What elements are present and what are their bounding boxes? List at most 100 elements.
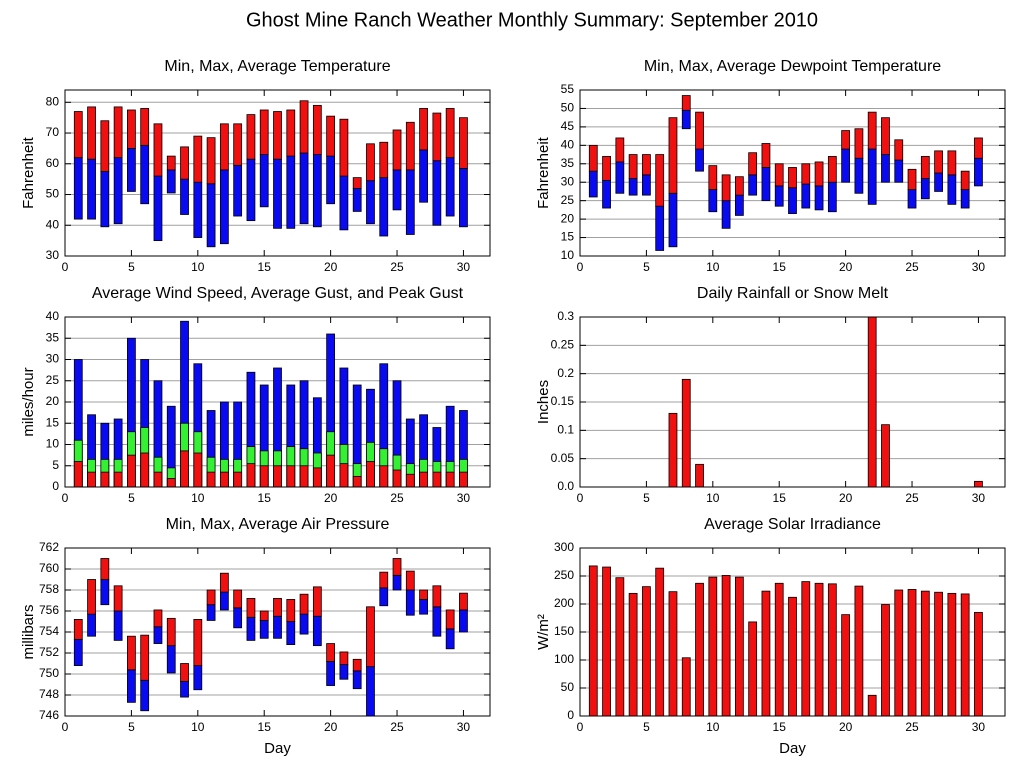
high-bar	[405, 121, 415, 171]
high-bar	[774, 163, 784, 187]
low-bar	[219, 169, 229, 245]
high-bar	[127, 109, 136, 149]
panel-title: Min, Max, Average Air Pressure	[166, 516, 390, 533]
bar	[432, 471, 442, 488]
y-axis-label: W/m²	[535, 614, 552, 650]
panel: Average Wind Speed, Average Gust, and Pe…	[20, 285, 491, 505]
low-bar	[708, 189, 718, 213]
bar	[445, 471, 455, 488]
low-bar	[920, 178, 930, 200]
low-bar	[392, 169, 402, 211]
high-bar	[681, 95, 691, 111]
x-tick-label: 25	[905, 491, 919, 505]
y-tick-label: 0.1	[557, 423, 574, 437]
y-tick-label: 45	[561, 119, 575, 133]
low-bar	[113, 157, 123, 225]
bar	[801, 581, 811, 717]
low-bar	[934, 172, 943, 192]
high-bar	[405, 570, 415, 591]
high-bar	[219, 123, 229, 171]
bar	[881, 424, 890, 488]
bar	[339, 463, 349, 488]
bar	[708, 576, 718, 717]
y-axis-label: Inches	[535, 380, 552, 424]
high-bar	[113, 585, 123, 612]
bar	[695, 463, 704, 488]
low-bar	[166, 169, 176, 194]
x-tick-label: 0	[577, 491, 584, 505]
bar	[193, 452, 203, 488]
low-bar	[405, 169, 415, 235]
high-bar	[299, 100, 309, 154]
panel-title: Min, Max, Average Dewpoint Temperature	[644, 58, 941, 75]
high-bar	[140, 634, 150, 681]
y-tick-label: 50	[46, 187, 60, 201]
bar	[273, 465, 282, 488]
bar	[814, 582, 824, 717]
high-bar	[233, 589, 243, 609]
x-tick-label: 20	[324, 720, 338, 734]
low-bar	[947, 174, 957, 205]
high-bar	[907, 168, 917, 191]
x-tick-label: 10	[706, 491, 720, 505]
x-tick-label: 0	[62, 491, 69, 505]
plot-frame	[64, 316, 491, 488]
x-tick-label: 25	[390, 491, 404, 505]
high-bar	[153, 609, 163, 628]
bar	[602, 566, 611, 717]
high-bar	[166, 155, 176, 171]
low-bar	[233, 164, 243, 217]
low-bar	[907, 189, 917, 209]
low-bar	[259, 154, 269, 208]
low-bar	[286, 621, 296, 646]
bar	[788, 596, 797, 717]
low-bar	[445, 628, 455, 650]
x-tick-label: 5	[128, 260, 135, 274]
bar	[206, 471, 216, 488]
high-bar	[166, 617, 176, 647]
low-bar	[73, 157, 83, 220]
bar	[695, 582, 704, 717]
bar	[379, 465, 389, 488]
high-bar	[392, 129, 402, 171]
y-tick-label: 0.05	[551, 451, 575, 465]
bar	[419, 471, 428, 488]
high-bar	[286, 599, 296, 622]
low-bar	[379, 177, 389, 237]
x-tick-label: 25	[390, 260, 404, 274]
low-bar	[339, 664, 349, 680]
high-bar	[193, 619, 203, 667]
y-tick-label: 750	[39, 666, 59, 680]
high-bar	[841, 130, 851, 150]
high-bar	[246, 598, 256, 618]
panel: Daily Rainfall or Snow Melt Inches 0.0 0.05…	[535, 285, 1006, 505]
low-bar	[273, 158, 282, 229]
low-bar	[273, 615, 282, 639]
high-bar	[326, 115, 336, 157]
low-bar	[73, 638, 83, 666]
high-bar	[233, 123, 243, 166]
y-tick-label: 0	[52, 479, 59, 493]
low-bar	[628, 178, 638, 196]
x-tick-label: 15	[773, 491, 787, 505]
bar	[326, 454, 336, 488]
low-bar	[299, 152, 309, 225]
low-bar	[642, 174, 651, 196]
high-bar	[854, 128, 864, 159]
low-bar	[748, 174, 758, 196]
high-bar	[615, 137, 625, 163]
low-bar	[854, 157, 864, 194]
bar	[974, 612, 983, 717]
low-bar	[87, 158, 96, 220]
low-bar	[127, 148, 136, 192]
high-bar	[100, 558, 110, 580]
y-tick-label: 20	[561, 211, 575, 225]
bar	[854, 585, 864, 717]
bar	[628, 592, 638, 717]
high-bar	[379, 571, 389, 589]
high-bar	[432, 585, 442, 608]
y-axis-label: Fahrenheit	[20, 136, 37, 209]
y-tick-label: 70	[46, 125, 60, 139]
y-tick-label: 15	[561, 230, 575, 244]
y-tick-label: 30	[46, 352, 60, 366]
